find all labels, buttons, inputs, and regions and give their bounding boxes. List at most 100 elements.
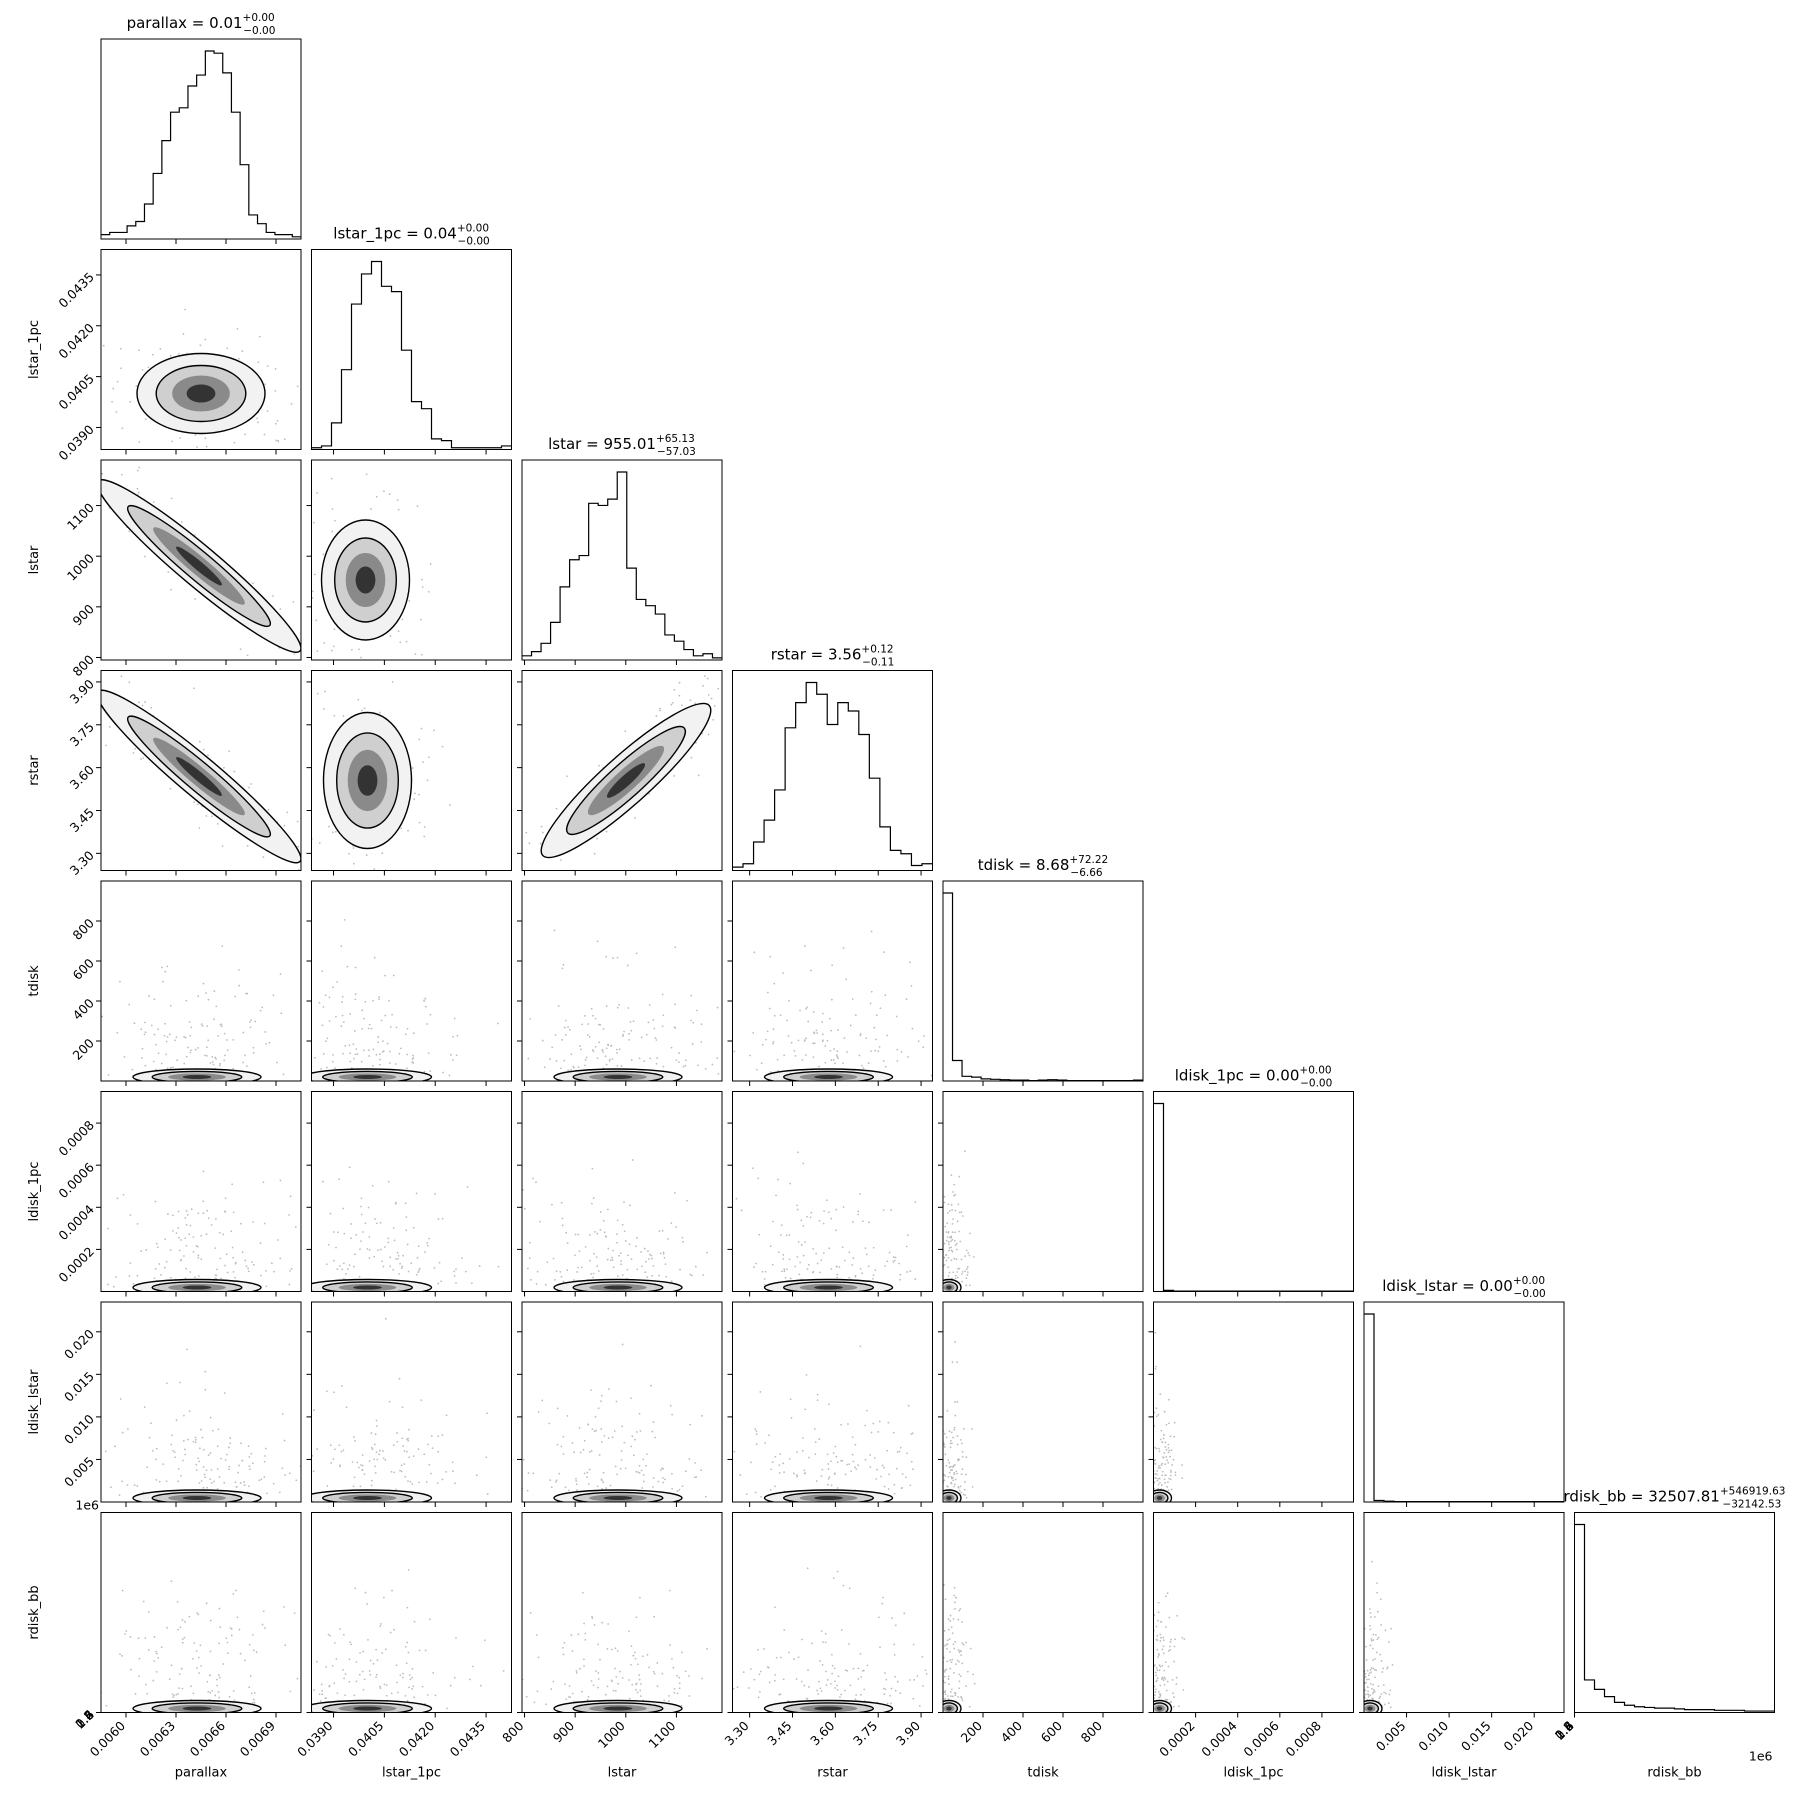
panel-tdisk-vs-parallax bbox=[96, 880, 302, 1086]
x-tick-label-lstar: 1100 bbox=[645, 1718, 678, 1751]
panel-tdisk-vs-rstar bbox=[727, 880, 933, 1086]
contour-1 bbox=[783, 1702, 874, 1713]
contour-0 bbox=[311, 1489, 433, 1502]
title-plus: +72.22 bbox=[1069, 854, 1108, 866]
density-level-3 bbox=[814, 1285, 843, 1290]
y-tick-label-ldisk_1pc: 0.0002 bbox=[55, 1244, 97, 1286]
x-axis-label-parallax: parallax bbox=[175, 1766, 228, 1781]
contour-1 bbox=[322, 1702, 413, 1713]
panel-frame bbox=[311, 459, 512, 661]
contour-0 bbox=[1153, 1489, 1173, 1502]
panel-frame bbox=[1363, 1512, 1565, 1713]
panel-lstar-vs-lstar bbox=[521, 459, 723, 665]
title-lstar_1pc: lstar_1pc = 0.04+0.00 −0.00 bbox=[333, 223, 489, 248]
contour-1 bbox=[1153, 1491, 1169, 1502]
y-axis-label-rstar: rstar bbox=[27, 755, 42, 786]
panel-frame bbox=[732, 1091, 933, 1292]
panel-frame bbox=[311, 1091, 512, 1292]
panel-frame bbox=[1153, 1091, 1354, 1292]
panel-rstar-vs-parallax bbox=[96, 670, 302, 876]
panel-frame bbox=[1153, 1301, 1354, 1503]
density-tdisk-vs-lstar_1pc bbox=[311, 918, 499, 1081]
panel-frame bbox=[100, 1512, 302, 1713]
x-tick-label-tdisk: 800 bbox=[1078, 1718, 1106, 1746]
density-rdisk_bb-vs-ldisk_1pc bbox=[1153, 1571, 1186, 1713]
panel-frame bbox=[100, 880, 302, 1082]
y-axis-label-ldisk_1pc: ldisk_1pc bbox=[27, 1162, 42, 1222]
contour-1 bbox=[783, 1491, 874, 1502]
x-axis-label-lstar_1pc: lstar_1pc bbox=[382, 1766, 441, 1781]
x-tick-label-ldisk_1pc: 0.0004 bbox=[1198, 1718, 1240, 1760]
title-ldisk_lstar: ldisk_lstar = 0.00+0.00 −0.00 bbox=[1382, 1275, 1545, 1300]
contour-0 bbox=[311, 1068, 433, 1081]
density-level-3 bbox=[353, 1075, 382, 1079]
panel-ldisk_lstar-vs-lstar bbox=[517, 1301, 723, 1507]
title-plus: +0.00 bbox=[457, 223, 489, 235]
contour-1 bbox=[1364, 1702, 1380, 1713]
panel-frame bbox=[521, 1512, 723, 1713]
density-level-3 bbox=[814, 1075, 843, 1079]
title-minus: −0.00 bbox=[458, 236, 490, 248]
contour-1 bbox=[565, 725, 687, 836]
contour-1 bbox=[151, 1491, 243, 1502]
density-rdisk_bb-vs-tdisk bbox=[943, 1584, 976, 1713]
contour-0 bbox=[763, 1068, 894, 1081]
density-ldisk_1pc-vs-lstar_1pc bbox=[311, 1166, 500, 1292]
y-tick-label-rstar: 3.45 bbox=[67, 805, 97, 835]
density-level-3 bbox=[814, 1496, 843, 1500]
x-tick-label-lstar: 800 bbox=[499, 1718, 527, 1746]
y-tick-label-ldisk_lstar: 0.020 bbox=[61, 1326, 97, 1362]
density-tdisk-vs-lstar bbox=[527, 929, 720, 1081]
density-ldisk_1pc-vs-rstar bbox=[735, 1151, 917, 1292]
title-rdisk_bb: rdisk_bb = 32507.81+546919.63 −32142.53 bbox=[1564, 1486, 1786, 1511]
x-tick-label-ldisk_lstar: 0.005 bbox=[1373, 1718, 1409, 1754]
panel-rstar-vs-lstar_1pc bbox=[306, 670, 512, 876]
x-offset-label-rdisk_bb: 1e6 bbox=[1749, 1749, 1773, 1764]
y-tick-label-tdisk: 600 bbox=[69, 955, 97, 983]
contour-1 bbox=[126, 504, 272, 628]
contour-0 bbox=[553, 1278, 683, 1292]
density-level-3 bbox=[357, 765, 378, 796]
density-rdisk_bb-vs-lstar_1pc bbox=[311, 1569, 505, 1713]
histogram-tdisk bbox=[943, 892, 1143, 1082]
panel-frame bbox=[942, 1301, 1144, 1503]
x-axis-label-ldisk_1pc: ldisk_1pc bbox=[1224, 1766, 1284, 1781]
panel-rdisk_bb-vs-tdisk bbox=[938, 1512, 1144, 1718]
density-level-3 bbox=[176, 546, 222, 586]
panel-frame bbox=[100, 459, 302, 661]
contour-1 bbox=[151, 1070, 243, 1081]
y-tick-label-lstar: 900 bbox=[69, 601, 97, 629]
y-tick-label-lstar_1pc: 0.0405 bbox=[55, 371, 97, 413]
x-axis-label-ldisk_lstar: ldisk_lstar bbox=[1431, 1766, 1497, 1781]
title-minus: −0.00 bbox=[1514, 1288, 1546, 1300]
contour-1 bbox=[334, 537, 398, 623]
histogram-rstar bbox=[732, 681, 933, 868]
panel-frame bbox=[521, 1091, 723, 1292]
y-axis-label-lstar: lstar bbox=[27, 545, 42, 574]
panel-parallax-vs-parallax bbox=[100, 38, 302, 244]
x-tick-label-lstar_1pc: 0.0420 bbox=[396, 1718, 438, 1760]
density-level-3 bbox=[606, 763, 646, 798]
panel-ldisk_1pc-vs-lstar bbox=[517, 1091, 723, 1297]
density-ldisk_lstar-vs-rstar bbox=[733, 1345, 914, 1502]
x-tick-label-rstar: 3.75 bbox=[850, 1718, 880, 1748]
contour-1 bbox=[783, 1070, 874, 1081]
x-tick-label-ldisk_1pc: 0.0002 bbox=[1156, 1718, 1198, 1760]
y-tick-label-rstar: 3.90 bbox=[67, 676, 97, 706]
panel-frame bbox=[311, 1512, 512, 1713]
x-tick-label-parallax: 0.0066 bbox=[187, 1718, 229, 1760]
histogram-parallax bbox=[101, 50, 301, 238]
title-minus: −0.00 bbox=[243, 25, 275, 37]
contour-1 bbox=[126, 715, 272, 838]
contour-1 bbox=[572, 1070, 664, 1081]
panel-ldisk_1pc-vs-ldisk_1pc bbox=[1153, 1091, 1354, 1297]
title-ldisk_1pc: ldisk_1pc = 0.00+0.00 −0.00 bbox=[1175, 1065, 1333, 1090]
density-rstar-vs-lstar bbox=[525, 675, 720, 861]
panel-tdisk-vs-lstar bbox=[517, 880, 723, 1086]
title-minus: −57.03 bbox=[657, 446, 696, 458]
panel-frame bbox=[1153, 1512, 1354, 1713]
y-tick-label-ldisk_1pc: 0.0004 bbox=[55, 1202, 97, 1244]
contour-1 bbox=[336, 732, 400, 829]
panel-rdisk_bb-vs-rdisk_bb bbox=[1574, 1512, 1775, 1718]
